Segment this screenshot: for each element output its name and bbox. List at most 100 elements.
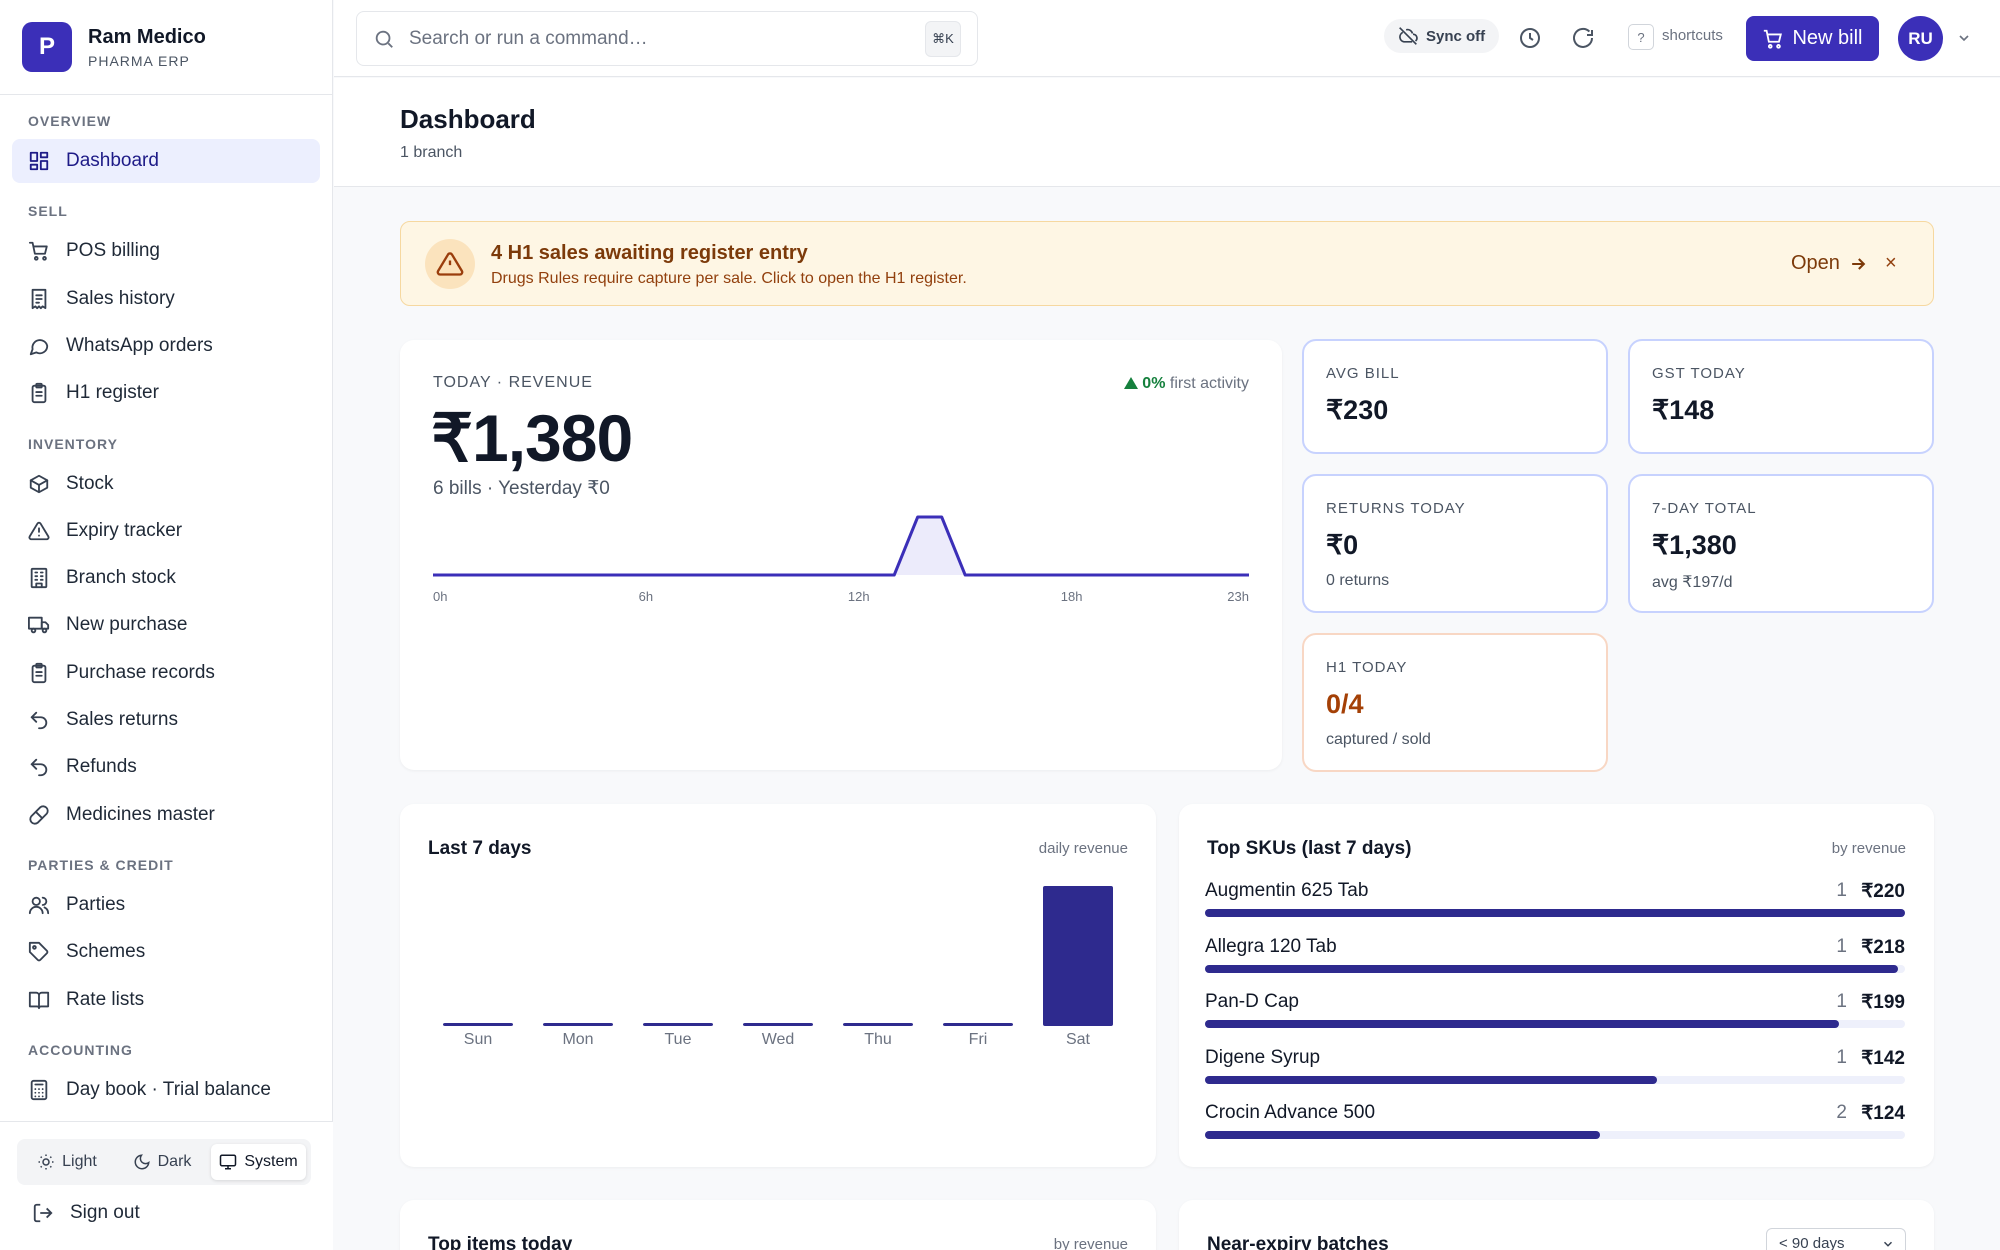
- alert-close-button[interactable]: ×: [1885, 252, 1897, 274]
- sun-icon: [38, 1154, 54, 1170]
- sku-row[interactable]: Augmentin 625 Tab 1 ₹220: [1205, 880, 1905, 917]
- sidebar-item-branch-stock[interactable]: Branch stock: [12, 556, 320, 600]
- sidebar-item-purchase-records[interactable]: Purchase records: [12, 651, 320, 695]
- sidebar-item-refunds[interactable]: Refunds: [12, 745, 320, 789]
- expiry-window-value: < 90 days: [1779, 1234, 1845, 1250]
- sidebar-item-dashboard[interactable]: Dashboard: [12, 139, 320, 183]
- stat-value: ₹0: [1326, 530, 1359, 560]
- sidebar-item-medicines-master[interactable]: Medicines master: [12, 793, 320, 837]
- sidebar-item-pos-billing[interactable]: POS billing: [12, 229, 320, 273]
- sidebar-item-stock[interactable]: Stock: [12, 462, 320, 506]
- stat-value: ₹148: [1652, 395, 1715, 425]
- bar-sun[interactable]: [443, 1023, 513, 1026]
- stat-value: 0/4: [1326, 689, 1364, 719]
- sidebar-item-new-purchase[interactable]: New purchase: [12, 603, 320, 647]
- search-icon: [375, 30, 393, 48]
- sidebar-item-expiry-tracker[interactable]: Expiry tracker: [12, 509, 320, 553]
- sidebar-item-rate-lists[interactable]: Rate lists: [12, 978, 320, 1022]
- sidebar-item-sales-returns[interactable]: Sales returns: [12, 698, 320, 742]
- panel-hint: by revenue: [1831, 840, 1906, 857]
- stat-label: H1 TODAY: [1326, 659, 1408, 676]
- theme-dark-button[interactable]: Dark: [117, 1144, 207, 1180]
- sidebar-item-label: Stock: [66, 472, 114, 494]
- sku-row[interactable]: Pan-D Cap 1 ₹199: [1205, 991, 1905, 1028]
- last-7-days-card: Last 7 days daily revenue Sun Mon Tue Wed Th…: [400, 804, 1156, 1167]
- panel-title: Top SKUs (last 7 days): [1207, 838, 1412, 859]
- sku-bar-fill: [1205, 1020, 1839, 1028]
- user-avatar[interactable]: RU: [1898, 16, 1943, 61]
- brand-subtitle: PHARMA ERP: [88, 52, 190, 69]
- bar-fri[interactable]: [943, 1023, 1013, 1026]
- panel-title: Near-expiry batches: [1207, 1234, 1389, 1250]
- sidebar-item-label: Rate lists: [66, 988, 145, 1010]
- sku-qty: 1: [1836, 991, 1847, 1012]
- bar-wed[interactable]: [743, 1023, 813, 1026]
- warning-icon: [436, 252, 464, 276]
- sku-name: Allegra 120 Tab: [1205, 935, 1337, 957]
- bar-sat[interactable]: [1043, 886, 1113, 1026]
- sign-out-button[interactable]: Sign out: [32, 1202, 140, 1224]
- stat-card-gst-today: GST TODAY ₹148: [1628, 339, 1934, 454]
- pill-icon: [29, 804, 49, 825]
- sidebar-item-h1-register[interactable]: H1 register: [12, 371, 320, 415]
- sku-row[interactable]: Crocin Advance 500 2 ₹124: [1205, 1102, 1905, 1139]
- revenue-label: TODAY · REVENUE: [433, 374, 593, 391]
- new-bill-label: New bill: [1792, 27, 1863, 49]
- undo-icon: [30, 711, 48, 730]
- panel-hint: daily revenue: [1038, 840, 1128, 857]
- sku-bar-fill: [1205, 1075, 1657, 1084]
- panel-title: Top items today: [428, 1234, 573, 1250]
- brand-logo[interactable]: P: [22, 22, 72, 72]
- help-key-badge[interactable]: ?: [1628, 24, 1654, 50]
- sidebar-item-label: Purchase records: [66, 661, 215, 683]
- sidebar-section-label: ACCOUNTING: [28, 1041, 133, 1058]
- today-revenue-card: TODAY · REVENUE 0% first activity ₹1,380…: [400, 340, 1282, 770]
- sidebar-item-parties[interactable]: Parties: [12, 883, 320, 927]
- sidebar-item-label: Sales returns: [66, 709, 178, 730]
- refresh-icon[interactable]: [1571, 26, 1595, 50]
- sku-amount: ₹199: [1861, 992, 1905, 1013]
- bar-category-label: Sat: [1066, 1031, 1091, 1048]
- calculator-icon: [30, 1079, 48, 1100]
- search-input[interactable]: Search or run a command… ⌘K: [356, 11, 978, 66]
- sku-qty: 1: [1836, 880, 1847, 901]
- sidebar-item-label: WhatsApp orders: [66, 334, 213, 356]
- h1-alert-banner[interactable]: 4 H1 sales awaiting register entry Drugs…: [400, 221, 1934, 306]
- history-icon[interactable]: [1518, 26, 1542, 50]
- sidebar-item-schemes[interactable]: Schemes: [12, 930, 320, 974]
- clipboard-icon: [31, 662, 47, 683]
- alert-open-button[interactable]: Open: [1791, 252, 1868, 275]
- sku-row[interactable]: Allegra 120 Tab 1 ₹218: [1205, 935, 1905, 973]
- sidebar-item-whatsapp-orders[interactable]: WhatsApp orders: [12, 324, 320, 368]
- stat-card-h1-today[interactable]: H1 TODAY 0/4 captured / sold: [1302, 633, 1608, 772]
- sku-amount: ₹124: [1861, 1103, 1905, 1124]
- bar-thu[interactable]: [843, 1023, 913, 1026]
- bar-mon[interactable]: [543, 1023, 613, 1026]
- bar-category-label: Thu: [864, 1031, 892, 1048]
- sidebar-item-sales-history[interactable]: Sales history: [12, 277, 320, 321]
- sku-row[interactable]: Digene Syrup 1 ₹142: [1205, 1047, 1905, 1084]
- bar-category-label: Wed: [762, 1031, 795, 1048]
- brand-name: Ram Medico: [88, 25, 206, 48]
- search-placeholder: Search or run a command…: [409, 27, 648, 49]
- chat-bubble-icon: [29, 339, 49, 356]
- theme-light-button[interactable]: Light: [22, 1144, 112, 1180]
- bar-tue[interactable]: [643, 1023, 713, 1026]
- stat-sub: 0 returns: [1326, 572, 1390, 589]
- chevron-down-icon[interactable]: [1956, 30, 1972, 46]
- sync-status-button[interactable]: Sync off: [1384, 19, 1500, 53]
- sidebar-item-label: Day book · Trial balance: [66, 1078, 271, 1100]
- stat-card-avg-bill: AVG BILL ₹230: [1302, 339, 1608, 454]
- sidebar-item-label: Branch stock: [66, 567, 176, 589]
- trend-text: first activity: [1169, 375, 1249, 392]
- theme-system-button[interactable]: System: [211, 1144, 306, 1180]
- bar-category-label: Fri: [969, 1031, 988, 1048]
- sidebar-item-day-book-trial-balance[interactable]: Day book · Trial balance: [12, 1068, 320, 1112]
- theme-dark-label: Dark: [157, 1153, 192, 1170]
- shortcuts-link[interactable]: shortcuts: [1662, 27, 1723, 44]
- new-bill-button[interactable]: New bill: [1746, 16, 1879, 61]
- panel-hint: by revenue: [1053, 1236, 1128, 1250]
- expiry-window-select[interactable]: < 90 days: [1766, 1228, 1906, 1250]
- alert-message: Drugs Rules require capture per sale. Cl…: [491, 270, 967, 287]
- users-icon: [28, 896, 50, 915]
